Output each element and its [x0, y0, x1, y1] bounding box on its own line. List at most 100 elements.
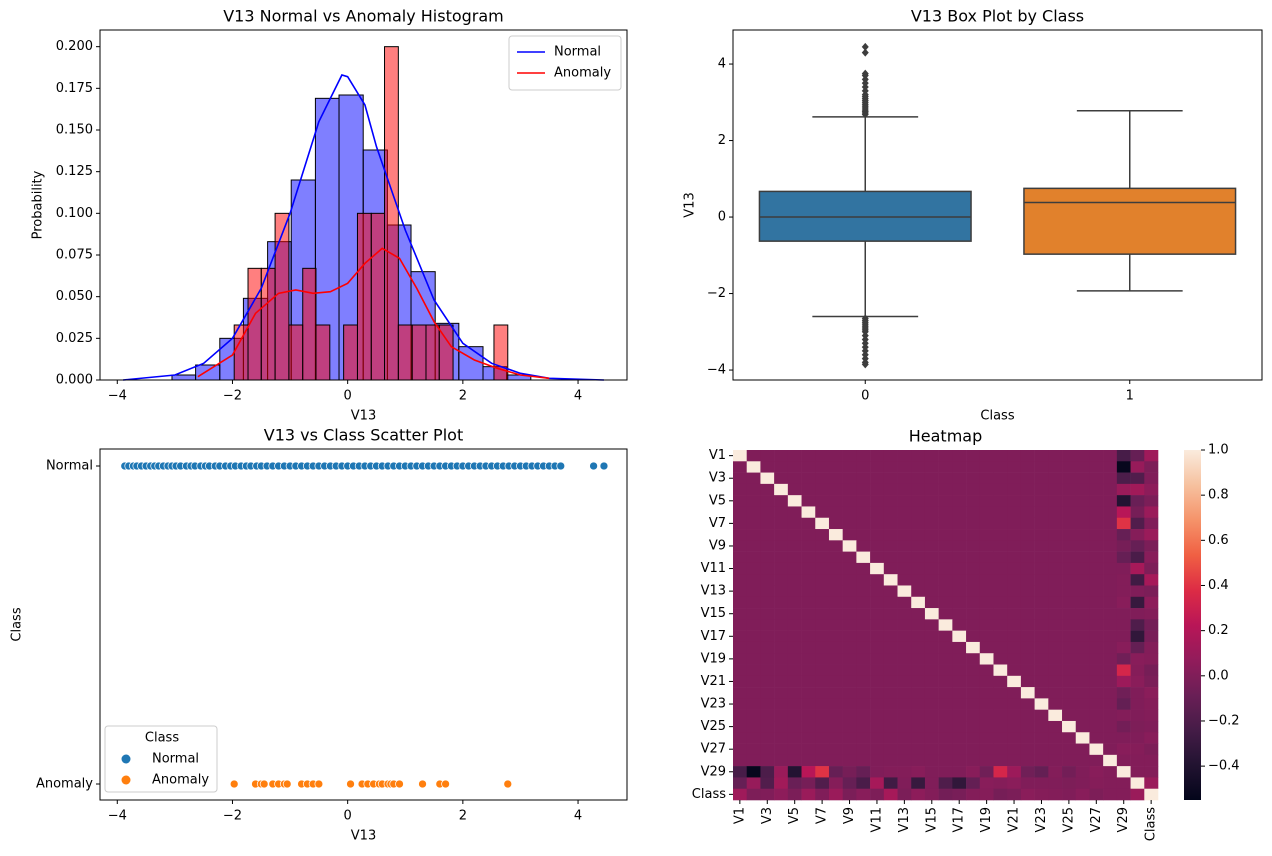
- heatmap-cell: [787, 585, 802, 598]
- heatmap-cell: [924, 483, 939, 496]
- heatmap-cell: [1089, 777, 1104, 790]
- heatmap-cell: [842, 574, 857, 586]
- heatmap-cell: [1048, 709, 1063, 722]
- heatmap-cell: [746, 495, 761, 507]
- heatmap-cell: [774, 596, 789, 609]
- heatmap-cell: [1048, 450, 1063, 462]
- heatmap-cell: [1020, 551, 1035, 564]
- heatmap-cell: [979, 608, 994, 620]
- heatmap-cell: [870, 483, 885, 496]
- heatmap-cell: [856, 766, 871, 778]
- heatmap-cell: [1048, 472, 1063, 485]
- heatmap-cell: [911, 788, 926, 801]
- x-tick-label: V1: [732, 807, 747, 824]
- heatmap-cell: [1007, 698, 1022, 710]
- heatmap-cell: [883, 653, 898, 665]
- heatmap-cell: [760, 596, 775, 609]
- heatmap-cell: [1020, 506, 1035, 519]
- heatmap-cell: [1034, 608, 1049, 620]
- heatmap-cell: [774, 709, 789, 722]
- heatmap-cell: [1144, 551, 1159, 564]
- heatmap-cell: [828, 709, 843, 722]
- heatmap-cell: [1048, 585, 1063, 598]
- heatmap-cell: [1089, 472, 1104, 485]
- heatmap-cell: [1034, 754, 1049, 767]
- heatmap-cell: [938, 540, 953, 552]
- heatmap-cell: [842, 630, 857, 643]
- heatmap-cell: [801, 698, 816, 710]
- heatmap-cell: [815, 630, 830, 643]
- heatmap-cell: [1116, 720, 1131, 733]
- y-tick-label: 0.150: [56, 123, 93, 138]
- heatmap-cell: [815, 551, 830, 564]
- heatmap-cell: [760, 608, 775, 620]
- heatmap-cell: [1020, 641, 1035, 654]
- heatmap-cell: [787, 472, 802, 485]
- heatmap-cell: [1007, 461, 1022, 473]
- heatmap-cell: [856, 698, 871, 710]
- heatmap-cell: [1089, 608, 1104, 620]
- heatmap-cell: [1048, 619, 1063, 631]
- heatmap-cell: [815, 664, 830, 677]
- heatmap-cell: [897, 709, 912, 722]
- heatmap-cell: [966, 630, 981, 643]
- heatmap-cell: [993, 472, 1008, 485]
- heatmap-cell: [801, 529, 816, 541]
- heatmap-cell: [1089, 687, 1104, 699]
- heatmap-cell: [1007, 495, 1022, 507]
- heatmap-cell: [746, 675, 761, 688]
- heatmap-cell: [1116, 698, 1131, 710]
- heatmap-cell: [801, 619, 816, 631]
- heatmap-cell: [1034, 472, 1049, 485]
- heatmap-cell: [911, 517, 926, 530]
- heatmap-cell: [1116, 630, 1131, 643]
- heatmap-cell: [966, 506, 981, 519]
- heatmap-cell: [1103, 766, 1118, 778]
- heatmap-cell: [1034, 495, 1049, 507]
- heatmap-cell: [760, 687, 775, 699]
- heatmap-cell: [1034, 517, 1049, 530]
- heatmap-cell: [883, 517, 898, 530]
- heatmap-cell: [774, 653, 789, 665]
- heatmap-cell: [938, 483, 953, 496]
- heatmap-cell: [952, 517, 967, 530]
- scatter-point: [556, 461, 566, 471]
- y-tick-label: V21: [701, 674, 726, 689]
- x-tick-label: V25: [1061, 807, 1076, 832]
- heatmap-cell: [842, 743, 857, 756]
- heatmap-cell: [1034, 450, 1049, 462]
- heatmap-cell: [897, 483, 912, 496]
- heatmap-cell: [1062, 562, 1077, 575]
- heatmap-cell: [993, 732, 1008, 744]
- heatmap-cell: [911, 720, 926, 733]
- heatmap-cell: [1130, 450, 1145, 462]
- heatmap-cell: [924, 619, 939, 631]
- heatmap-cell: [870, 732, 885, 744]
- heatmap-cell: [1075, 529, 1090, 541]
- heatmap-cell: [1130, 529, 1145, 541]
- heatmap-cell: [828, 450, 843, 462]
- heatmap-cell: [897, 608, 912, 620]
- heatmap-cell: [774, 788, 789, 801]
- x-tick-label: V21: [1007, 807, 1022, 832]
- heatmap-cell: [870, 551, 885, 564]
- heatmap-cell: [760, 720, 775, 733]
- heatmap-cell: [870, 585, 885, 598]
- heatmap-cell: [993, 585, 1008, 598]
- histogram-bar: [370, 212, 386, 381]
- heatmap-cell: [787, 720, 802, 733]
- heatmap-cell: [979, 630, 994, 643]
- heatmap-cell: [966, 732, 981, 744]
- heatmap-cell: [938, 574, 953, 586]
- heatmap-cell: [815, 461, 830, 473]
- heatmap-cell: [883, 551, 898, 564]
- heatmap-cell: [733, 720, 748, 733]
- heatmap-cell: [1020, 596, 1035, 609]
- heatmap-cell: [1144, 574, 1159, 586]
- heatmap-cell: [1007, 653, 1022, 665]
- heatmap-cell: [1130, 506, 1145, 519]
- heatmap-cell: [979, 788, 994, 801]
- heatmap-cell: [1034, 596, 1049, 609]
- heatmap-cell: [733, 483, 748, 496]
